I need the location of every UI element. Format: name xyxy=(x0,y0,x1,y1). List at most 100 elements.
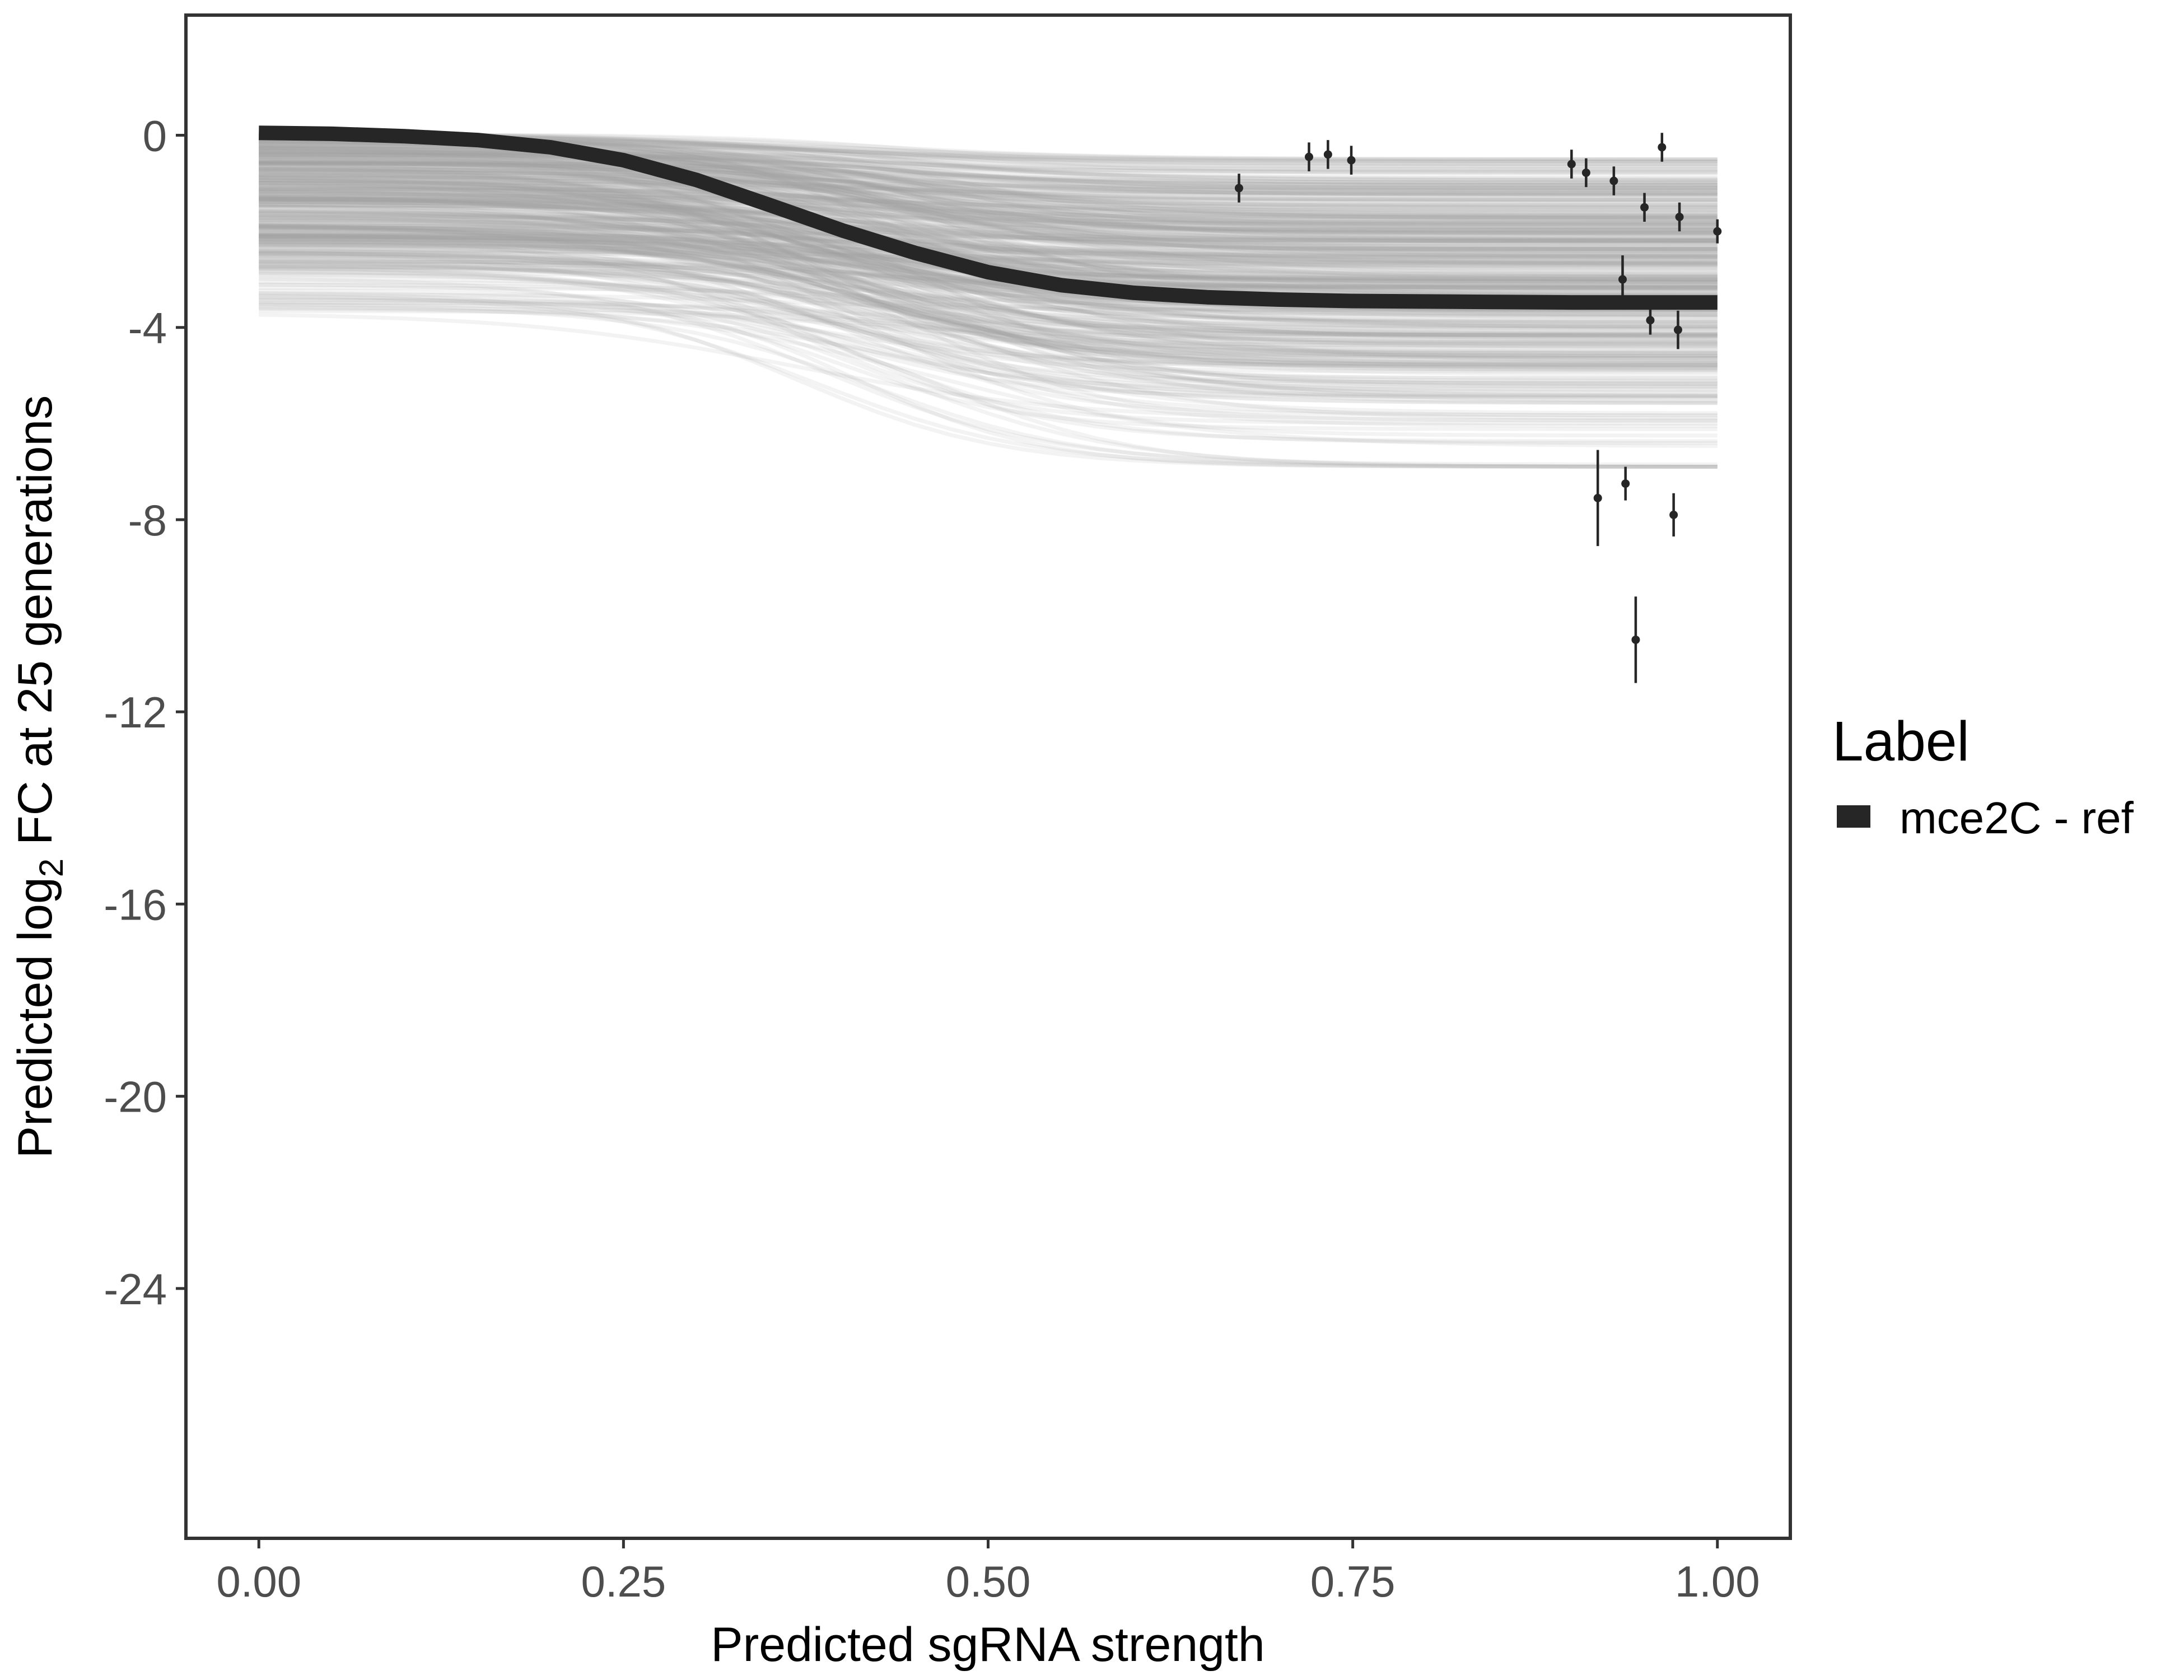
posterior-draw-line xyxy=(259,173,1718,202)
posterior-draw-line xyxy=(259,186,1718,245)
posterior-draw-line xyxy=(259,217,1718,243)
posterior-draw-line xyxy=(259,194,1718,251)
posterior-draw-line xyxy=(259,160,1718,282)
posterior-draw-line xyxy=(259,240,1718,266)
posterior-draw-line xyxy=(259,237,1718,266)
posterior-draw-line xyxy=(259,258,1718,345)
posterior-draw-line xyxy=(259,148,1718,217)
posterior-draw-line xyxy=(259,161,1718,190)
posterior-draw-line xyxy=(259,180,1718,202)
posterior-draw-line xyxy=(259,282,1718,389)
posterior-draw-line xyxy=(259,261,1718,290)
posterior-draw-line xyxy=(259,167,1718,209)
posterior-draw-line xyxy=(259,250,1718,418)
point-marker xyxy=(1675,212,1684,221)
posterior-draw-line xyxy=(259,263,1718,291)
y-tick-label: -12 xyxy=(104,688,167,737)
data-point xyxy=(1640,193,1649,222)
posterior-draw-line xyxy=(259,160,1718,317)
x-tick-label: 0.50 xyxy=(946,1557,1031,1606)
posterior-draw-line xyxy=(259,146,1718,313)
posterior-draw-line xyxy=(259,203,1718,279)
point-marker xyxy=(1658,143,1667,152)
posterior-draw-line xyxy=(259,149,1718,231)
posterior-draw-line xyxy=(259,292,1718,312)
posterior-draw-line xyxy=(259,196,1718,370)
posterior-draw-line xyxy=(259,192,1718,231)
posterior-draw-line xyxy=(259,162,1718,226)
posterior-draw-line xyxy=(259,273,1718,367)
posterior-draw-line xyxy=(259,235,1718,337)
posterior-draw-line xyxy=(259,267,1718,343)
posterior-draw-line xyxy=(259,168,1718,234)
posterior-draw-line xyxy=(259,181,1718,222)
posterior-draw-line xyxy=(259,151,1718,197)
posterior-draw-line xyxy=(259,175,1718,202)
posterior-draw-line xyxy=(259,176,1718,242)
posterior-draw-line xyxy=(259,183,1718,284)
posterior-draw-line xyxy=(259,175,1718,242)
y-axis-title-suffix: FC at 25 generations xyxy=(8,395,62,858)
posterior-draw-line xyxy=(259,146,1718,214)
posterior-draw-line xyxy=(259,158,1718,187)
posterior-draw-line xyxy=(259,160,1718,296)
posterior-draw-line xyxy=(259,226,1718,312)
posterior-draw-line xyxy=(259,161,1718,259)
posterior-draw-line xyxy=(259,189,1718,244)
posterior-draw-line xyxy=(259,236,1718,253)
posterior-draw-line xyxy=(259,244,1718,270)
posterior-draw-line xyxy=(259,202,1718,278)
posterior-draw-line xyxy=(259,177,1718,196)
posterior-draw-line xyxy=(259,152,1718,192)
data-point xyxy=(1234,174,1243,203)
posterior-draw-line xyxy=(259,146,1718,296)
posterior-draw-line xyxy=(259,196,1718,245)
posterior-draw-line xyxy=(259,218,1718,264)
posterior-draw-line xyxy=(259,226,1718,242)
posterior-draw-line xyxy=(259,183,1718,245)
posterior-draw-line xyxy=(259,198,1718,255)
posterior-draw-line xyxy=(259,276,1718,338)
posterior-draw-line xyxy=(259,209,1718,278)
posterior-draw-line xyxy=(259,223,1718,283)
posterior-draw-line xyxy=(259,208,1718,372)
posterior-draw-line xyxy=(259,223,1718,386)
posterior-draw-line xyxy=(259,144,1718,266)
y-axis: 0 -4 -8 -12 -16 -20 -24 xyxy=(104,111,186,1314)
posterior-draw-line xyxy=(259,153,1718,188)
posterior-draw-line xyxy=(259,153,1718,218)
posterior-draw-line xyxy=(259,178,1718,235)
data-point xyxy=(1581,158,1590,188)
posterior-draw-line xyxy=(259,209,1718,325)
posterior-draw-line xyxy=(259,223,1718,260)
posterior-draw-line xyxy=(259,175,1718,205)
data-point xyxy=(1593,450,1602,547)
posterior-draw-line xyxy=(259,231,1718,386)
posterior-draw-line xyxy=(259,169,1718,218)
point-marker xyxy=(1581,168,1590,177)
posterior-draw-line xyxy=(259,188,1718,276)
posterior-draw-line xyxy=(259,205,1718,251)
posterior-draw-line xyxy=(259,237,1718,329)
posterior-draw-line xyxy=(259,251,1718,370)
point-marker xyxy=(1305,152,1313,161)
posterior-draw-line xyxy=(259,194,1718,213)
posterior-draw-line xyxy=(259,233,1718,328)
posterior-draw-line xyxy=(259,146,1718,184)
posterior-draw-line xyxy=(259,240,1718,264)
posterior-draw-line xyxy=(259,181,1718,336)
posterior-draw-line xyxy=(259,209,1718,330)
posterior-draw-line xyxy=(259,190,1718,326)
data-point xyxy=(1621,466,1630,501)
point-marker xyxy=(1631,635,1640,644)
data-point xyxy=(1567,150,1576,179)
posterior-draw-line xyxy=(259,251,1718,347)
posterior-draw-line xyxy=(259,186,1718,249)
posterior-draw-line xyxy=(259,174,1718,222)
posterior-draw-line xyxy=(259,167,1718,190)
posterior-draw-line xyxy=(259,194,1718,236)
posterior-draw-line xyxy=(259,277,1718,466)
posterior-draw-line xyxy=(259,178,1718,209)
posterior-draw-line xyxy=(259,169,1718,283)
posterior-draw-line xyxy=(259,241,1718,339)
